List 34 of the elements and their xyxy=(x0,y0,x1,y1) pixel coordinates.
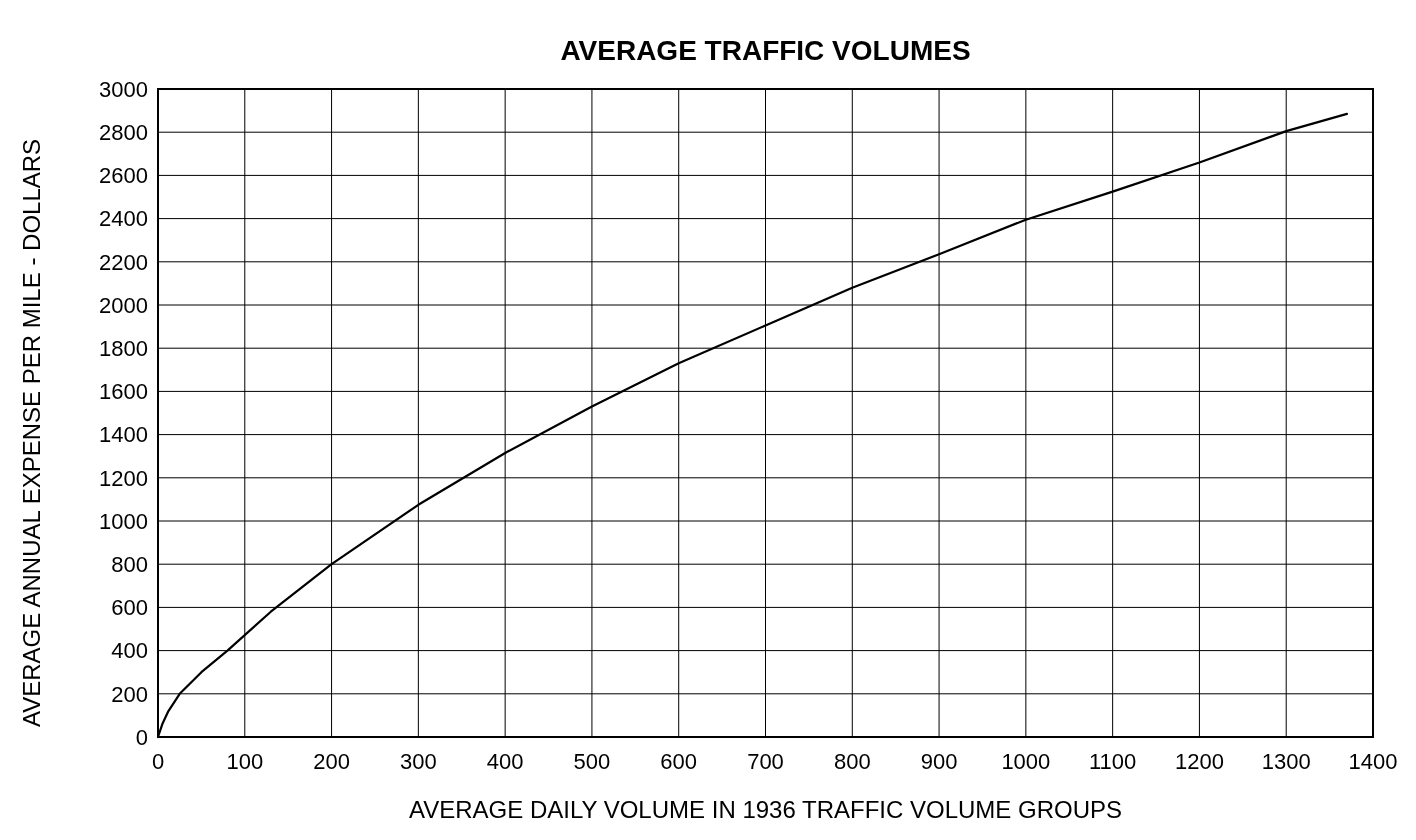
y-tick-label: 2600 xyxy=(99,163,148,189)
x-tick-label: 100 xyxy=(226,749,264,774)
x-tick-label: 200 xyxy=(313,749,350,774)
x-tick-label: 900 xyxy=(920,749,958,774)
y-tick-label: 2800 xyxy=(99,119,148,145)
x-tick-label: 500 xyxy=(573,749,611,774)
y-tick-label: 800 xyxy=(111,551,148,577)
y-tick-label: 600 xyxy=(111,595,148,621)
y-tick-label: 1200 xyxy=(99,465,148,491)
x-tick-label: 1000 xyxy=(1001,749,1051,774)
x-tick-label: 600 xyxy=(660,749,698,774)
y-tick-label: 1600 xyxy=(99,379,148,405)
chart-title: AVERAGE TRAFFIC VOLUMES xyxy=(560,35,971,66)
x-tick-label: 400 xyxy=(486,749,524,774)
y-tick-label: 2000 xyxy=(99,292,148,318)
x-tick-label: 300 xyxy=(400,749,437,774)
y-tick-label: 1800 xyxy=(99,335,148,361)
x-tick-label: 1100 xyxy=(1088,749,1137,774)
x-tick-label: 1300 xyxy=(1261,749,1311,774)
x-tick-label: 700 xyxy=(747,749,784,774)
x-axis-title: AVERAGE DAILY VOLUME IN 1936 TRAFFIC VOLUME GROUPS xyxy=(408,796,1123,823)
x-tick-label: 0 xyxy=(151,749,165,774)
y-tick-label: 0 xyxy=(135,724,148,750)
x-tick-label: 1400 xyxy=(1348,749,1398,774)
x-tick-label: 800 xyxy=(833,749,871,774)
y-tick-label: 2200 xyxy=(99,249,148,275)
y-tick-label: 3000 xyxy=(99,76,148,102)
y-tick-label: 2400 xyxy=(99,206,148,232)
x-tick-label: 1200 xyxy=(1174,749,1224,774)
y-tick-label: 200 xyxy=(111,681,148,707)
y-axis-title: AVERAGE ANNUAL EXPENSE PER MILE - DOLLARS xyxy=(18,138,45,728)
y-tick-label: 400 xyxy=(111,638,148,664)
y-tick-label: 1400 xyxy=(99,422,148,448)
y-tick-label: 1000 xyxy=(99,508,148,534)
